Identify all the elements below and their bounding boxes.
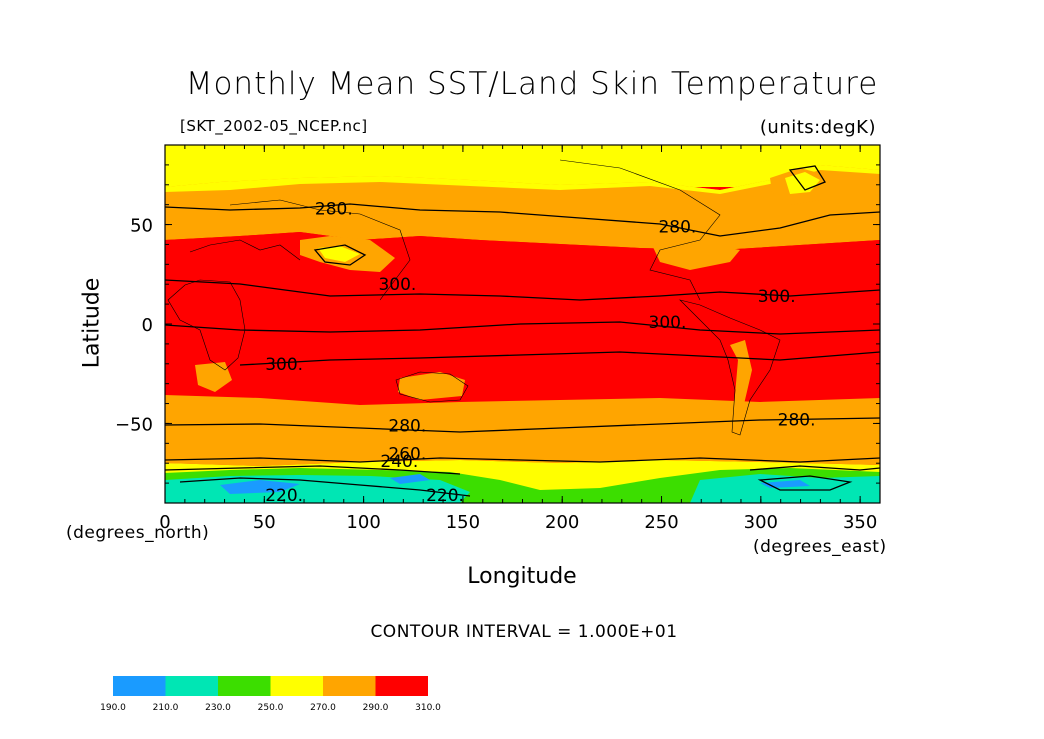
x-tick-label: 350: [843, 512, 877, 533]
antarctic-cold-west: [165, 475, 470, 503]
contour-label: 280.: [658, 218, 696, 238]
colorbar-label: 290.0: [362, 703, 389, 713]
y-axis-label: Latitude: [79, 277, 105, 369]
colorbar-swatch: [375, 676, 428, 696]
contour-label: 220.: [265, 486, 303, 506]
southern-africa: [195, 362, 232, 392]
x-axis-units: (degrees_east): [753, 537, 887, 557]
contour-label: 300.: [265, 355, 303, 375]
map-fill-layer: [165, 145, 880, 503]
x-tick-label: 50: [253, 512, 276, 533]
units-label: (units:degK): [759, 117, 876, 138]
colorbar-swatch: [113, 676, 166, 696]
contour-lines: [165, 165, 880, 497]
colorbar-swatch: [270, 676, 323, 696]
x-tick-label: 150: [446, 512, 480, 533]
y-tick-label: 0: [142, 315, 153, 336]
north-america-rockies: [652, 242, 740, 270]
antarctic-cold-east: [690, 474, 880, 503]
colorbar-swatch: [323, 676, 376, 696]
colorbar: [113, 676, 428, 696]
contour-label: 300.: [378, 275, 416, 295]
contour-label: 300.: [758, 287, 796, 307]
andes: [730, 340, 752, 432]
colorbar-label: 210.0: [152, 703, 179, 713]
contour-label: 280.: [388, 416, 426, 436]
y-axis-units: (degrees_north): [66, 523, 210, 543]
colorbar-swatch: [218, 676, 271, 696]
colorbar-label: 250.0: [257, 703, 284, 713]
y-tick-label: −50: [115, 414, 153, 435]
coldest-core: [220, 480, 300, 494]
chart-title: Monthly Mean SST/Land Skin Temperature: [185, 66, 879, 102]
contour-label: 300.: [649, 313, 687, 333]
coastlines: [167, 159, 781, 436]
colorbar-label: 310.0: [415, 703, 441, 713]
x-tick-label: 200: [545, 512, 579, 533]
contour-label: 260.: [388, 444, 426, 464]
contour-interval: CONTOUR INTERVAL = 1.000E+01: [370, 622, 678, 642]
colorbar-label: 190.0: [100, 703, 126, 713]
x-tick-label: 250: [644, 512, 678, 533]
band-north-temperate: [165, 165, 880, 250]
x-tick-label: 300: [744, 512, 778, 533]
contour-label: 280.: [778, 410, 816, 430]
contour-label: 240.: [380, 452, 418, 472]
colorbar-label: 270.0: [310, 703, 336, 713]
y-tick-label: 50: [130, 216, 153, 237]
contour-label: 220.: [426, 486, 464, 506]
file-label: [SKT_2002-05_NCEP.nc]: [180, 117, 368, 135]
colorbar-swatch: [165, 676, 218, 696]
x-axis-label: Longitude: [467, 564, 577, 589]
australia: [398, 372, 465, 400]
contour-label: 280.: [315, 200, 353, 220]
colorbar-label: 230.0: [205, 703, 231, 713]
band-south-temperate: [165, 395, 880, 466]
x-tick-label: 100: [346, 512, 380, 533]
x-tick-label: 0: [159, 512, 170, 533]
